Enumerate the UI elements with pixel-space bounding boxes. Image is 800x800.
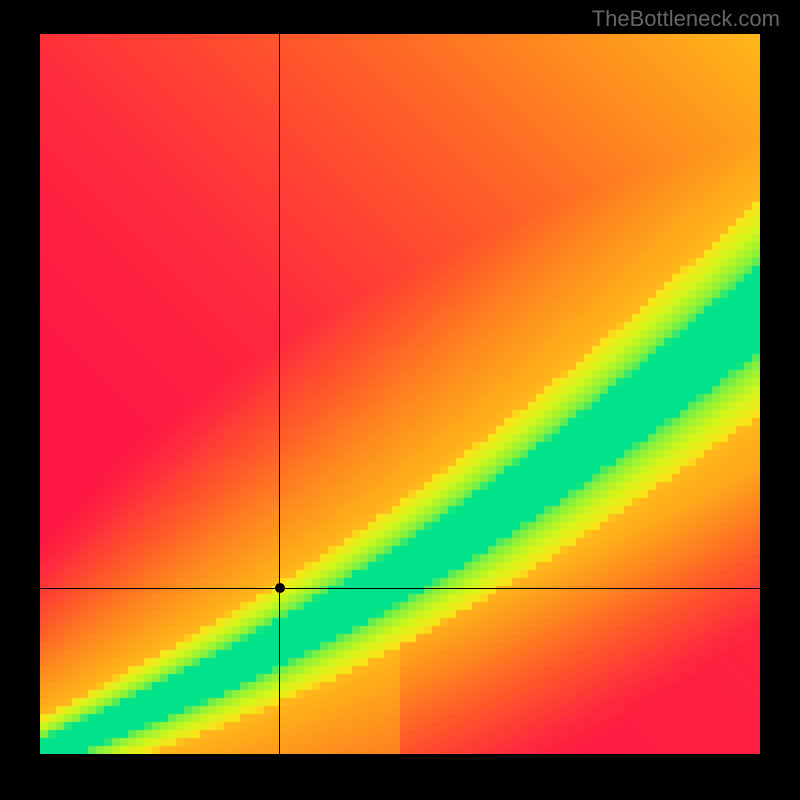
chart-container: TheBottleneck.com (0, 0, 800, 800)
heatmap-canvas (40, 34, 760, 754)
crosshair-vertical (279, 34, 280, 754)
crosshair-marker (275, 583, 285, 593)
site-watermark: TheBottleneck.com (592, 6, 780, 32)
crosshair-horizontal (40, 588, 760, 589)
plot-area (40, 34, 760, 754)
